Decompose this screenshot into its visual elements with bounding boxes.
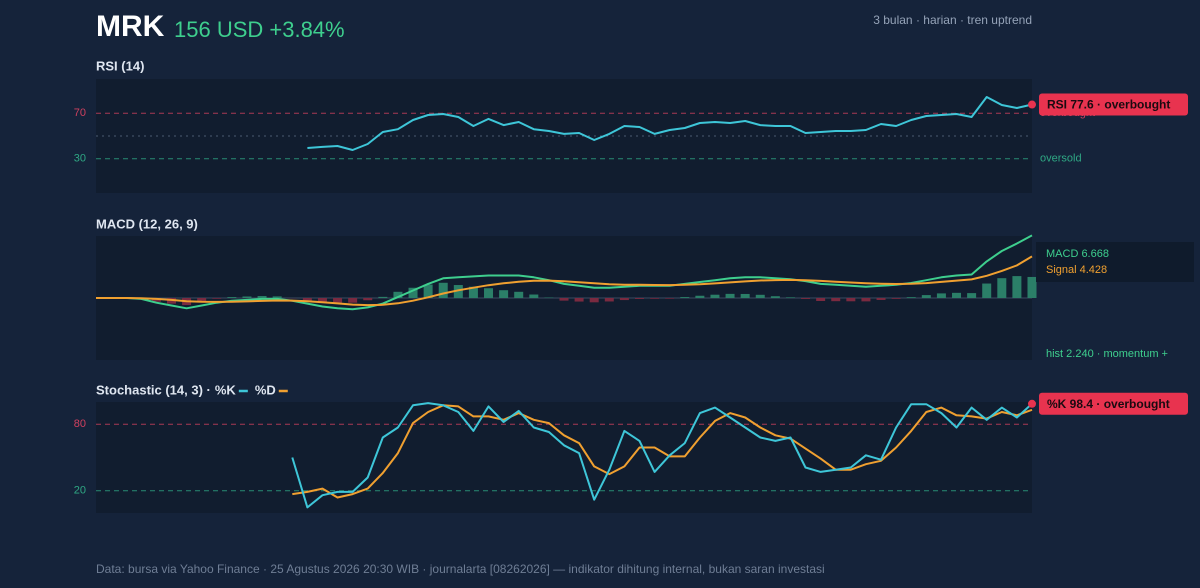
badge bbox=[1039, 392, 1188, 415]
series-line bbox=[307, 96, 1033, 151]
hist-bar bbox=[589, 298, 599, 303]
hist-bar bbox=[272, 296, 282, 298]
series-line bbox=[292, 404, 1033, 499]
hist-bar bbox=[317, 298, 327, 303]
y-tick-label: 30 bbox=[74, 153, 86, 165]
hist-bar bbox=[212, 298, 222, 299]
hist-bar bbox=[499, 290, 509, 298]
hist-bar bbox=[333, 298, 343, 303]
hist-bar bbox=[982, 283, 992, 298]
hist-bar bbox=[393, 291, 403, 298]
hist-bar bbox=[755, 294, 765, 298]
hist-bar bbox=[1027, 276, 1037, 298]
hist-bar bbox=[242, 296, 252, 298]
last-point bbox=[1028, 100, 1036, 109]
hist-bar bbox=[770, 296, 780, 298]
ticker: MRK bbox=[96, 10, 165, 43]
price: 156 USD +3.84% bbox=[174, 17, 345, 42]
panel-title: MACD (12, 26, 9) bbox=[96, 216, 198, 231]
hist-bar bbox=[665, 298, 675, 299]
hist-bar bbox=[650, 298, 660, 299]
hist-bar bbox=[816, 298, 826, 302]
hist-bar bbox=[529, 294, 539, 298]
hist-bar bbox=[423, 284, 433, 298]
annotation: hist 2.240 · momentum + bbox=[1046, 348, 1168, 360]
hist-bar bbox=[1012, 276, 1022, 298]
hist-bar bbox=[846, 298, 856, 302]
hist-bar bbox=[453, 285, 463, 298]
badge bbox=[1039, 93, 1188, 116]
hist-bar bbox=[876, 298, 886, 300]
level-label: oversold bbox=[1040, 153, 1082, 165]
hist-bar bbox=[861, 298, 871, 302]
hist-bar bbox=[363, 298, 373, 301]
hist-bar bbox=[710, 294, 720, 298]
panel-title: Stochastic (14, 3) · bbox=[96, 382, 211, 397]
hist-bar bbox=[257, 296, 267, 298]
badge-text: RSI 77.6 · overbought bbox=[1047, 98, 1170, 112]
panel-title: RSI (14) bbox=[96, 58, 144, 73]
hist-bar bbox=[891, 298, 901, 299]
legend-label: %D bbox=[255, 382, 276, 397]
hist-bar bbox=[936, 293, 946, 298]
annotation: MACD 6.668 bbox=[1046, 248, 1109, 260]
hist-bar bbox=[378, 296, 388, 298]
hist-bar bbox=[921, 295, 931, 298]
hist-bar bbox=[831, 298, 841, 302]
hist-bar bbox=[468, 286, 478, 298]
series-line bbox=[291, 402, 1033, 509]
hist-bar bbox=[725, 293, 735, 298]
hist-bar bbox=[906, 297, 916, 298]
legend-label: %K bbox=[215, 382, 237, 397]
hist-bar bbox=[619, 298, 629, 301]
hist-bar bbox=[438, 282, 448, 298]
panel bbox=[96, 402, 1032, 513]
y-tick-label: 20 bbox=[74, 485, 86, 497]
meta: 3 bulan · harian · tren uptrend bbox=[873, 13, 1032, 27]
hist-bar bbox=[514, 291, 524, 298]
hist-bar bbox=[408, 287, 418, 298]
annotation: Signal 4.428 bbox=[1046, 264, 1107, 276]
hist-bar bbox=[604, 298, 614, 302]
series-line bbox=[96, 255, 1033, 307]
hist-bar bbox=[559, 298, 569, 301]
hist-bar bbox=[574, 298, 584, 302]
hist-bar bbox=[348, 298, 358, 303]
last-point bbox=[1028, 399, 1036, 408]
hist-bar bbox=[967, 293, 977, 298]
hist-bar bbox=[197, 298, 207, 302]
series-line bbox=[96, 234, 1033, 311]
hist-bar bbox=[484, 288, 494, 298]
hist-bar bbox=[740, 293, 750, 298]
hist-bar bbox=[785, 297, 795, 298]
hist-bar bbox=[695, 295, 705, 298]
y-tick-label: 70 bbox=[74, 107, 86, 119]
footer: Data: bursa via Yahoo Finance · 25 Agust… bbox=[96, 562, 825, 576]
hist-bar bbox=[680, 297, 690, 298]
annotation-box bbox=[1036, 242, 1194, 282]
hist-bar bbox=[952, 292, 962, 298]
hist-bar bbox=[801, 298, 811, 299]
y-tick-label: 80 bbox=[74, 418, 86, 430]
hist-bar bbox=[997, 278, 1007, 298]
hist-bar bbox=[302, 298, 312, 301]
badge-text: %K 98.4 · overbought bbox=[1047, 397, 1170, 411]
hist-bar bbox=[634, 298, 644, 299]
hist-bar bbox=[227, 297, 237, 298]
